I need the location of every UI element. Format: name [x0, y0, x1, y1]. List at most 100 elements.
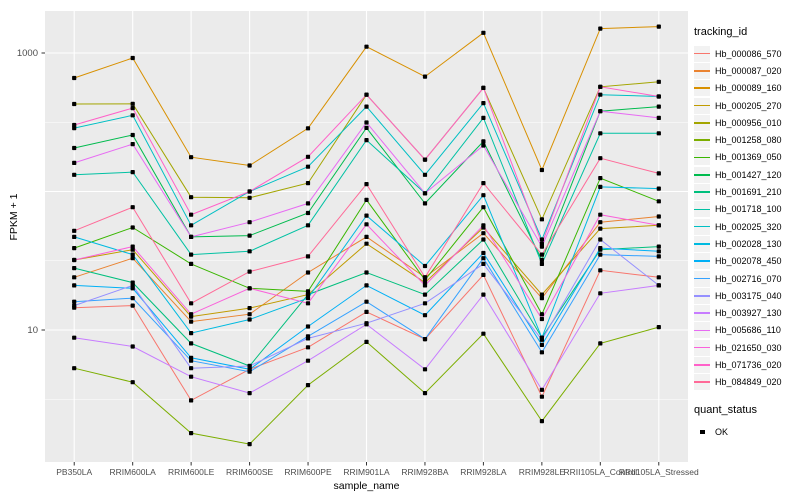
data-point [598, 341, 603, 346]
y-axis: 1000 10 [17, 48, 45, 336]
data-point [598, 237, 603, 242]
data-point [305, 164, 311, 169]
data-point [305, 336, 311, 341]
legend-item: Hb_000087_020 [694, 62, 799, 79]
data-point [305, 126, 311, 131]
x-axis: PB350LA RRIM600LA RRIM600LE RRIM600SE RRIM60… [56, 462, 699, 477]
data-point [598, 212, 603, 217]
data-point [481, 292, 486, 297]
legend-items-quant-status: OK [694, 423, 799, 440]
data-point [598, 184, 603, 189]
data-point [656, 186, 661, 191]
data-point [130, 380, 135, 385]
data-point [247, 269, 252, 274]
data-point [189, 212, 194, 217]
data-point [656, 244, 661, 249]
data-point [247, 163, 252, 168]
data-point [539, 337, 544, 342]
data-point [305, 383, 311, 388]
legend-item-label: Hb_000086_570 [715, 48, 782, 59]
data-point [656, 223, 661, 228]
data-point [598, 92, 603, 97]
data-point [189, 223, 194, 228]
legend-item: Hb_003927_130 [694, 304, 799, 322]
data-point [130, 55, 135, 61]
data-point [247, 306, 252, 311]
legend-key-line-icon [694, 156, 710, 159]
legend-item-label: Hb_002025_320 [715, 221, 782, 232]
legend-item: Hb_000205_270 [694, 97, 799, 114]
legend-item-label: Hb_021650_030 [715, 342, 782, 353]
data-point [598, 252, 603, 257]
data-point [364, 125, 369, 130]
data-point [422, 74, 428, 79]
legend-key-line-icon [694, 294, 710, 297]
legend-item-label: Hb_071736_020 [715, 359, 782, 370]
data-point [422, 191, 428, 196]
legend-key [694, 166, 710, 183]
data-point [656, 199, 661, 204]
data-point [481, 331, 486, 336]
data-point [539, 387, 544, 392]
data-point [364, 322, 369, 327]
data-point [539, 394, 544, 399]
data-point [656, 94, 661, 99]
data-point [130, 283, 135, 288]
data-point [656, 24, 661, 29]
data-point [481, 115, 486, 120]
data-point [539, 261, 544, 266]
x-tick-label: RRIM901LA [343, 467, 390, 477]
legend-item: Hb_000089_160 [694, 80, 799, 97]
legend-item-label: Hb_005686_110 [715, 325, 781, 336]
legend-item-label: Hb_000087_020 [715, 65, 782, 76]
data-point [364, 138, 369, 143]
data-point [598, 156, 603, 161]
y-tick-label: 10 [27, 325, 38, 336]
data-point [598, 246, 603, 251]
legend-item: Hb_002716_070 [694, 270, 799, 287]
legend-key-line-icon [694, 329, 710, 332]
data-point [189, 398, 194, 403]
legend-key-line-icon [694, 312, 710, 314]
data-point [656, 131, 661, 136]
data-point [130, 106, 135, 111]
data-point [481, 223, 486, 228]
data-point [305, 301, 311, 306]
legend-key-line-icon [694, 364, 710, 366]
legend-key [694, 184, 710, 201]
legend-key [694, 287, 710, 304]
data-point [247, 369, 252, 374]
legend-key [694, 356, 710, 373]
legend-item-label: Hb_000205_270 [715, 100, 782, 111]
data-point [130, 244, 135, 249]
legend-key [694, 80, 710, 97]
data-point [539, 257, 544, 263]
data-point [656, 254, 661, 259]
data-point [305, 289, 311, 294]
data-point [189, 234, 194, 239]
legend-item-label: Hb_001369_050 [715, 152, 782, 163]
data-point [364, 92, 369, 97]
legend-key-line-icon [694, 70, 710, 72]
legend-item-label: Hb_002716_070 [715, 273, 782, 284]
data-point [72, 283, 77, 288]
legend-title-tracking-id: tracking_id [694, 26, 748, 38]
legend-key [694, 374, 710, 391]
data-point [189, 195, 194, 200]
data-point [247, 312, 252, 317]
x-tick-label: RRIM928BA [401, 467, 449, 477]
legend-item-label: Hb_001691_210 [715, 187, 782, 198]
data-point [72, 228, 77, 233]
x-tick-label: PB350LA [56, 467, 92, 477]
data-point [598, 226, 603, 231]
data-point [598, 26, 603, 31]
x-tick-label: RRIM600PE [284, 467, 332, 477]
data-point [130, 252, 135, 257]
data-point [130, 170, 135, 175]
data-point [189, 155, 194, 160]
data-point [130, 142, 135, 147]
data-point [656, 104, 661, 109]
data-point [247, 189, 252, 194]
